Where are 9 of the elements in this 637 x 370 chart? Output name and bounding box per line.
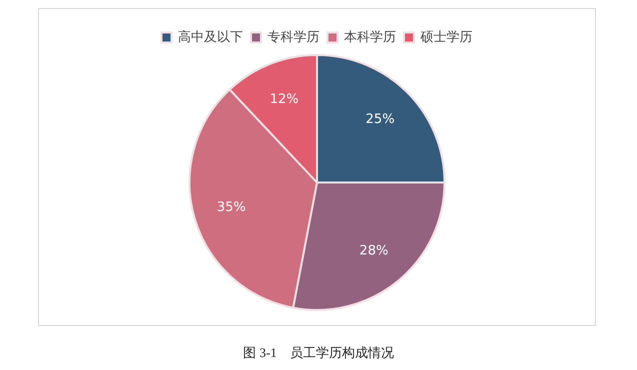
data-label: 12% — [270, 92, 299, 107]
legend-label: 高中及以下 — [178, 28, 243, 45]
legend-label: 本科学历 — [344, 30, 396, 45]
legend-label: 硕士学历 — [420, 30, 472, 45]
data-label: 25% — [366, 112, 395, 127]
legend-label: 专科学历 — [268, 30, 320, 45]
data-label: 35% — [216, 200, 246, 215]
data-label: 28% — [359, 244, 388, 259]
caption: 图 3-1 员工学历构成情况 — [242, 344, 395, 362]
